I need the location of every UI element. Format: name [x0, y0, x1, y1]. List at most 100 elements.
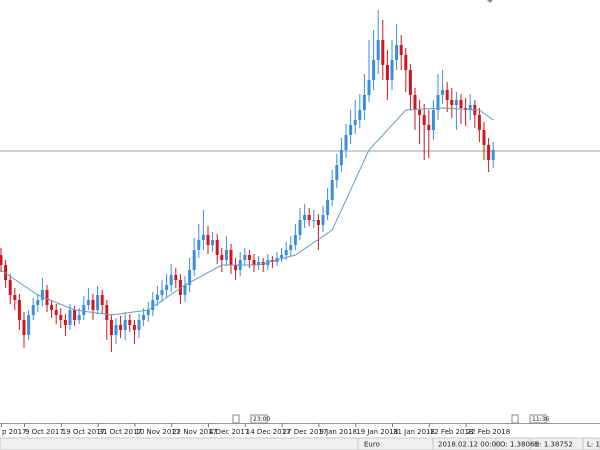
candle-body	[54, 310, 58, 315]
candle-body	[247, 255, 251, 260]
candle-body	[142, 315, 146, 320]
status-bar	[0, 437, 600, 450]
candle-body	[395, 45, 399, 60]
candle-body	[146, 310, 150, 315]
candle-body	[82, 305, 86, 315]
candle-body	[353, 120, 357, 125]
candle-body	[206, 235, 210, 245]
candle-body	[229, 250, 233, 265]
candle-body	[31, 305, 35, 315]
candle-body	[445, 90, 449, 100]
x-tick-label: 9 Oct 2017	[25, 428, 64, 436]
candle-body	[17, 300, 21, 320]
status-low: L: 1.3795	[587, 441, 600, 449]
candle-body	[8, 280, 12, 295]
candle-body	[418, 110, 422, 115]
candle-body	[183, 285, 187, 295]
x-tick-label: p 2017	[2, 428, 26, 436]
candle-body	[422, 115, 426, 125]
scroll-label: 23:00	[253, 416, 270, 423]
candle-body	[174, 275, 178, 280]
candle-body	[454, 100, 458, 105]
candle-body	[215, 240, 219, 255]
candle-body	[408, 70, 412, 95]
candle-body	[165, 285, 169, 290]
candle-body	[289, 245, 293, 250]
candle-body	[123, 320, 127, 330]
candle-body	[132, 325, 136, 330]
candle-body	[468, 105, 472, 110]
candle-body	[160, 290, 164, 295]
candle-body	[201, 235, 205, 240]
candle-body	[413, 95, 417, 110]
candle-body	[224, 250, 228, 260]
candle-body	[4, 265, 8, 280]
candle-body	[91, 300, 95, 310]
x-tick-label: 4 Dec 2017	[209, 428, 249, 436]
candle-body	[73, 310, 77, 320]
candle-body	[436, 95, 440, 110]
candle-body	[155, 295, 159, 300]
candle-body	[349, 125, 353, 135]
candle-body	[105, 305, 109, 320]
scroll-label: 11:36	[532, 416, 549, 423]
candle-body	[477, 115, 481, 130]
x-tick-label: 27 Dec 2017	[283, 428, 328, 436]
scroll-box[interactable]	[529, 414, 547, 424]
candle-body	[326, 200, 330, 215]
x-tick-label: 9 Jan 2018	[319, 428, 357, 436]
candle-body	[335, 165, 339, 180]
candle-body	[385, 65, 389, 80]
candle-body	[77, 315, 81, 320]
x-tick-label: 19 Jan 2018	[356, 428, 398, 436]
candle-body	[50, 305, 54, 310]
candle-body	[358, 110, 362, 120]
x-tick-label: 22 Feb 2018	[467, 428, 511, 436]
x-tick-label: 14 Dec 2017	[246, 428, 291, 436]
x-tick-label: 31 Jan 2018	[393, 428, 435, 436]
candle-body	[63, 320, 67, 325]
candle-body	[344, 135, 348, 150]
candle-body	[491, 150, 495, 160]
scroll-handle[interactable]	[232, 414, 240, 424]
status-open: O: 1.38061	[500, 441, 539, 449]
candle-body	[45, 290, 49, 305]
candle-body	[450, 100, 454, 105]
candle-body	[137, 320, 141, 330]
candle-body	[188, 270, 192, 285]
candle-body	[316, 220, 320, 225]
candle-body	[312, 220, 316, 221]
candle-body	[487, 145, 491, 160]
candle-body	[0, 255, 3, 265]
candle-body	[399, 45, 403, 55]
candle-body	[119, 325, 123, 330]
candle-body	[178, 280, 182, 295]
candle-body	[243, 255, 247, 260]
candle-body	[257, 262, 261, 265]
candle-body	[280, 255, 284, 258]
candle-body	[40, 290, 44, 300]
scroll-box[interactable]	[250, 414, 268, 424]
candle-body	[151, 300, 155, 310]
candle-body	[298, 220, 302, 235]
candle-body	[234, 265, 238, 270]
candle-body	[100, 295, 104, 305]
candle-body	[367, 80, 371, 95]
candle-body	[68, 310, 72, 325]
candle-body	[220, 255, 224, 260]
shift-marker	[487, 0, 493, 3]
candle-body	[376, 40, 380, 60]
x-tick-label: 19 Oct 2017	[62, 428, 105, 436]
candle-body	[284, 250, 288, 255]
candle-body	[381, 40, 385, 65]
candle-body	[86, 300, 90, 305]
candle-body	[303, 215, 307, 220]
candle-body	[441, 90, 445, 95]
candle-body	[211, 240, 215, 245]
candle-body	[96, 295, 100, 310]
scroll-handle[interactable]	[511, 414, 519, 424]
candle-body	[59, 315, 63, 320]
candle-body	[252, 260, 256, 265]
status-dividers	[357, 438, 584, 450]
